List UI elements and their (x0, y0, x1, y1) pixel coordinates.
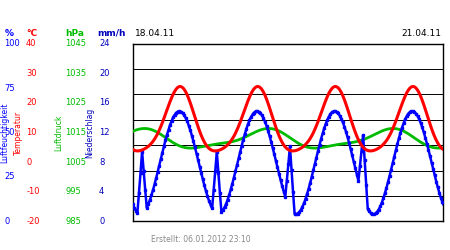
Text: 40: 40 (26, 39, 36, 48)
Text: %: % (4, 28, 13, 38)
Text: 21.04.11: 21.04.11 (401, 28, 441, 38)
Text: 12: 12 (99, 128, 109, 137)
Text: 1035: 1035 (65, 69, 86, 78)
Text: 1005: 1005 (65, 158, 86, 166)
Text: Erstellt: 06.01.2012 23:10: Erstellt: 06.01.2012 23:10 (151, 235, 250, 244)
Text: Luftdruck: Luftdruck (54, 114, 63, 151)
Text: 18.04.11: 18.04.11 (135, 28, 175, 38)
Text: Temperatur: Temperatur (14, 110, 22, 154)
Text: °C: °C (26, 28, 37, 38)
Text: 16: 16 (99, 98, 110, 108)
Text: mm/h: mm/h (97, 28, 125, 38)
Text: 0: 0 (26, 158, 32, 166)
Text: 0: 0 (99, 217, 104, 226)
Text: -20: -20 (26, 217, 40, 226)
Text: hPa: hPa (65, 28, 84, 38)
Text: 1015: 1015 (65, 128, 86, 137)
Text: 10: 10 (26, 128, 36, 137)
Text: 75: 75 (4, 84, 15, 92)
Text: 20: 20 (99, 69, 109, 78)
Text: 995: 995 (65, 187, 81, 196)
Text: 25: 25 (4, 172, 15, 182)
Text: 4: 4 (99, 187, 104, 196)
Text: 0: 0 (4, 217, 10, 226)
Text: 1025: 1025 (65, 98, 86, 108)
Text: 985: 985 (65, 217, 81, 226)
Text: -10: -10 (26, 187, 40, 196)
Text: 20: 20 (26, 98, 36, 108)
Text: Niederschlag: Niederschlag (86, 108, 94, 158)
Text: 24: 24 (99, 39, 109, 48)
Text: 1045: 1045 (65, 39, 86, 48)
Text: 30: 30 (26, 69, 37, 78)
Text: 50: 50 (4, 128, 15, 137)
Text: 8: 8 (99, 158, 104, 166)
Text: 100: 100 (4, 39, 20, 48)
Text: Luftfeuchtigkeit: Luftfeuchtigkeit (0, 102, 9, 163)
